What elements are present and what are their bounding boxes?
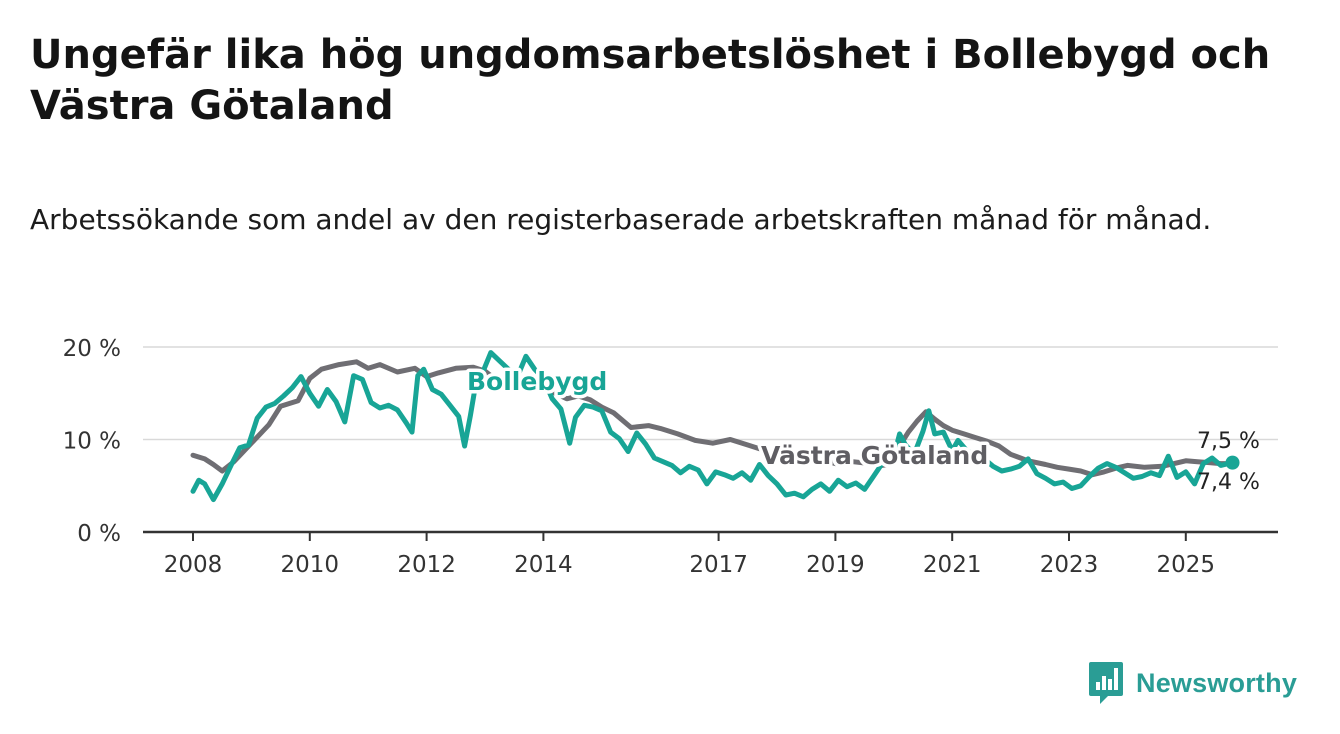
chart-subtitle: Arbetssökande som andel av den registerb… [30,203,1212,236]
bollebygd-end-value-label: 7,5 % [1197,429,1260,454]
vastra-gotaland-end-value-label: 7,4 % [1197,470,1260,495]
x-tick-label: 2021 [923,552,982,578]
brand-logo[interactable]: Newsworthy [1088,660,1297,706]
x-tick-label: 2025 [1157,552,1216,578]
y-tick-label: 20 % [63,336,121,362]
vastra-gotaland-series-label: Västra Götaland [761,441,988,470]
x-tick-label: 2014 [514,552,573,578]
bollebygd-series-label-halo: Bollebygd [467,367,607,396]
line-chart: 0 % 10 % 20 % 2008 2010 2012 2014 2017 2019 2021 2… [63,336,1278,578]
series-line-vastra-gotaland [190,359,1235,478]
x-tick-label: 2012 [397,552,456,578]
x-tick-label: 2017 [689,552,748,578]
series-line-bollebygd [190,350,1235,503]
x-tick-label: 2010 [281,552,340,578]
y-tick-label: 0 % [77,521,121,547]
newsworthy-logo-icon [1089,662,1123,704]
brand-name: Newsworthy [1136,667,1298,698]
x-tick-label: 2008 [164,552,223,578]
chart-title: Ungefär lika hög ungdomsarbetslöshet i B… [30,32,1271,129]
x-tick-label: 2023 [1040,552,1099,578]
y-tick-label: 10 % [63,429,121,455]
bollebygd-series-label: Bollebygd [467,367,607,396]
bollebygd-end-marker [1225,455,1240,470]
vastra-gotaland-series-label-halo: Västra Götaland [761,441,988,470]
x-tick-label: 2019 [806,552,865,578]
